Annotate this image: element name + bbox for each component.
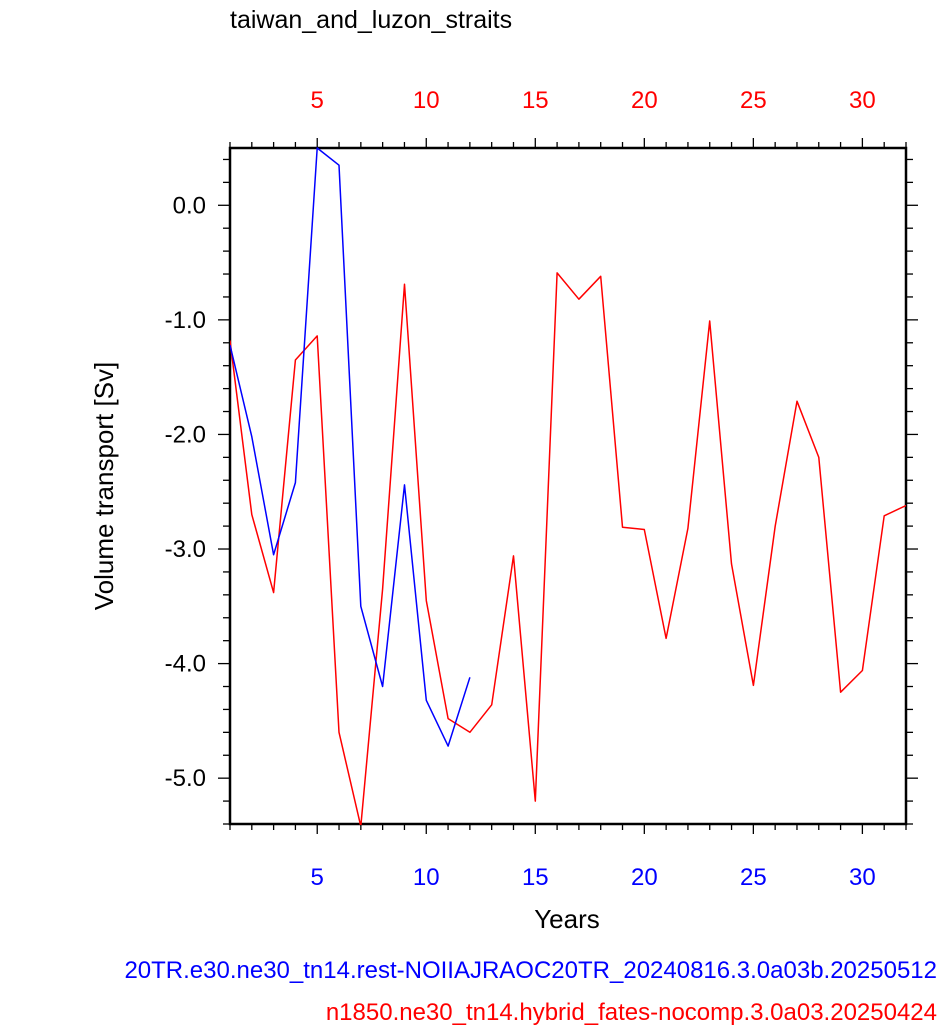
- y-tick-label: -3.0: [165, 536, 206, 563]
- chart-title: taiwan_and_luzon_straits: [230, 6, 512, 34]
- y-tick-label: -1.0: [165, 307, 206, 334]
- plot-border: [228, 146, 908, 826]
- x-axis-title: Years: [534, 904, 600, 934]
- x-tick-label-bottom: 5: [311, 864, 324, 891]
- plot-area: [228, 146, 908, 826]
- legend-captions: 20TR.e30.ne30_tn14.rest-NOIIAJRAOC20TR_2…: [124, 957, 937, 1026]
- series-layer: [230, 147, 906, 825]
- x-tick-label-bottom: 15: [522, 864, 549, 891]
- x-tick-label-top: 5: [311, 87, 324, 114]
- y-tick-label: 0.0: [173, 192, 206, 219]
- y-tick-label: -4.0: [165, 651, 206, 678]
- caption-line-2: n1850.ne30_tn14.hybrid_fates-nocomp.3.0a…: [326, 999, 937, 1026]
- x-tick-label-bottom: 10: [413, 864, 440, 891]
- x-tick-label-top: 15: [522, 87, 549, 114]
- series-line-2: [230, 272, 906, 825]
- series-line-1: [230, 147, 471, 747]
- x-tick-label-top: 10: [413, 87, 440, 114]
- x-tick-label-bottom: 30: [849, 864, 876, 891]
- axis-ticks: [218, 138, 918, 834]
- y-tick-label: -5.0: [165, 765, 206, 792]
- axis-tick-labels: 5 5 10 10 15 15 20 20 25 25 30 30 0.0 -1.0 -2.0 -3.0 -4.…: [165, 87, 876, 891]
- x-tick-label-bottom: 20: [631, 864, 658, 891]
- x-tick-label-top: 30: [849, 87, 876, 114]
- y-axis-title: Volume transport [Sv]: [89, 362, 119, 611]
- x-tick-label-bottom: 25: [740, 864, 767, 891]
- x-tick-label-top: 25: [740, 87, 767, 114]
- y-tick-label: -2.0: [165, 421, 206, 448]
- caption-line-1: 20TR.e30.ne30_tn14.rest-NOIIAJRAOC20TR_2…: [124, 957, 937, 984]
- x-tick-label-top: 20: [631, 87, 658, 114]
